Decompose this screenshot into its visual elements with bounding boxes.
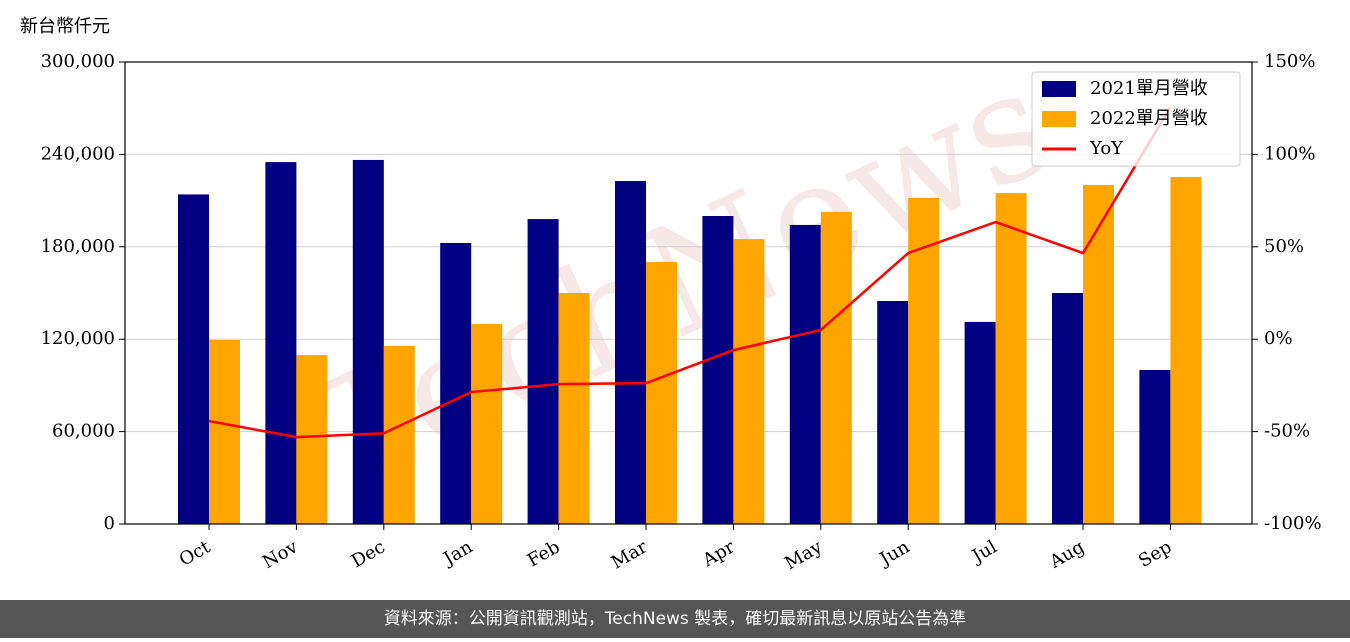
y2-tick-label: 50%: [1264, 236, 1304, 257]
x-tick-label: Aug: [1045, 536, 1088, 573]
x-tick-label: Mar: [608, 536, 652, 573]
legend-swatch: [1042, 81, 1076, 97]
y-tick-label: 60,000: [52, 421, 115, 442]
legend-label: 2021單月營收: [1090, 78, 1208, 99]
bar: [964, 321, 996, 524]
bar: [527, 219, 559, 524]
bar: [471, 323, 503, 524]
x-tick-label: Dec: [348, 536, 389, 572]
bar: [789, 224, 821, 524]
bar: [178, 194, 209, 524]
plot-frame: [124, 61, 1253, 525]
x-tick-label: Jan: [438, 536, 476, 570]
y2-tick-label: 0%: [1264, 328, 1293, 349]
bar: [440, 242, 472, 524]
bar: [352, 159, 384, 524]
y2-tick-label: 150%: [1264, 51, 1315, 72]
legend-box: [1031, 71, 1241, 167]
bar: [733, 239, 765, 524]
y2-tick-label: -100%: [1264, 513, 1322, 534]
footer-band: [0, 600, 1350, 638]
bar: [209, 339, 240, 524]
bar: [558, 293, 590, 524]
line: [208, 106, 1172, 439]
bar: [1139, 370, 1171, 524]
bar: [265, 162, 297, 524]
bar: [383, 345, 415, 524]
bar: [702, 216, 734, 524]
bar: [1052, 293, 1083, 524]
y-tick-label: 120,000: [41, 328, 115, 349]
y-tick-label: 180,000: [41, 236, 115, 257]
bar: [615, 181, 646, 525]
bar: [1083, 185, 1114, 524]
bar: [296, 355, 328, 524]
x-tick-label: Oct: [176, 536, 215, 571]
legend-label: YoY: [1089, 138, 1124, 159]
footer: 資料來源：公開資訊觀測站，TechNews 製表，確切最新訊息以原站公告為準: [384, 609, 966, 629]
y-tick-label: 240,000: [41, 143, 115, 164]
bar: [1170, 177, 1202, 524]
x-tick-label: May: [781, 536, 826, 574]
x-tick-label: Feb: [524, 536, 564, 571]
y-axis-label: 新台幣仟元: [20, 16, 110, 37]
bar: [995, 193, 1027, 524]
legend-label: 2022單月營收: [1090, 108, 1208, 129]
y2-tick-label: 100%: [1264, 143, 1315, 164]
y-tick-label: 0: [104, 513, 115, 534]
y-tick-label: 300,000: [41, 51, 115, 72]
x-tick-label: Jun: [875, 536, 914, 571]
legend-swatch: [1042, 111, 1076, 127]
x-tick-label: Nov: [259, 536, 302, 573]
bar: [820, 211, 852, 524]
y2-tick-label: -50%: [1264, 421, 1310, 442]
x-tick-label: Sep: [1135, 536, 1175, 571]
bar: [646, 262, 677, 524]
bar: [877, 301, 909, 524]
x-tick-label: Apr: [698, 536, 738, 571]
x-tick-label: Jul: [967, 536, 1001, 568]
